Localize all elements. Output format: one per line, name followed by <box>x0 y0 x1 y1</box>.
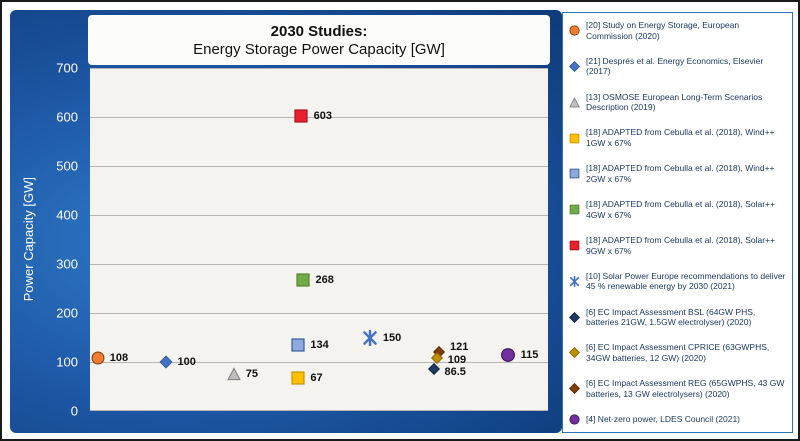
value-label-cebulla-wind-1gw: 67 <box>310 372 323 385</box>
value-label-cebulla-solar-9gw: 603 <box>313 109 332 122</box>
chart-title-line1: 2030 Studies: <box>270 22 368 40</box>
value-label-ec-ia-bsl: 86.5 <box>444 365 466 378</box>
y-axis-ticks: 0 100 200 300 400 500 600 700 <box>10 61 84 419</box>
circle-marker-icon <box>501 347 516 362</box>
value-label-ec-energy-storage-study: 108 <box>109 352 129 365</box>
legend-item-0: [20] Study on Energy Storage, European C… <box>569 20 786 41</box>
legend-item-label: [6] EC Impact Assessment REG (65GWPHS, 4… <box>586 378 785 399</box>
circle-marker-icon <box>91 351 105 365</box>
chart-title-line2: Energy Storage Power Capacity [GW] <box>193 40 445 58</box>
value-label-ec-ia-cprice: 109 <box>447 353 467 366</box>
legend-item-label: [4] Net-zero power, LDES Council (2021) <box>586 414 741 425</box>
legend-list: [20] Study on Energy Storage, European C… <box>562 12 793 433</box>
legend-item-label: [6] EC Impact Assessment BSL (64GW PHS, … <box>586 306 756 328</box>
legend-item-label: [18] ADAPTED from Cebulla et al. (2018),… <box>586 127 775 149</box>
y-tick-label-100: 100 <box>56 354 78 370</box>
legend-item-7: [10] Solar Power Europe recommendations … <box>569 271 786 292</box>
y-tick-label-500: 500 <box>56 158 78 174</box>
plot-area: 108 100 75 67 134 268 603 150 121 109 86.5 115 <box>90 68 548 411</box>
gridline-100 <box>90 362 548 363</box>
y-tick-label-700: 700 <box>56 60 78 76</box>
value-label-osmose-2019: 75 <box>245 368 259 381</box>
value-label-cebulla-solar-4gw: 268 <box>315 273 334 286</box>
y-tick-label-300: 300 <box>56 256 78 272</box>
xstar-marker-icon <box>363 329 377 346</box>
gridline-300 <box>90 264 548 265</box>
legend-item-label: [21] Després et al. Energy Economics, El… <box>586 55 764 77</box>
value-label-cebulla-wind-2gw: 134 <box>310 339 329 352</box>
legend-item-label: [10] Solar Power Europe recommendations … <box>586 270 786 292</box>
y-tick-label-400: 400 <box>56 207 78 223</box>
diamond-marker-icon <box>569 60 580 72</box>
legend-item-label: [13] OSMOSE European Long-Term Scenarios… <box>586 91 763 113</box>
y-tick-label-200: 200 <box>56 305 78 321</box>
triangle-marker-icon <box>569 96 580 108</box>
gridline-700 <box>90 68 548 69</box>
gridline-500 <box>90 166 548 167</box>
value-label-ec-ia-reg: 121 <box>449 340 469 353</box>
legend-item-2: [13] OSMOSE European Long-Term Scenarios… <box>569 92 786 113</box>
legend-item-10: [6] EC Impact Assessment REG (65GWPHS, 4… <box>569 378 786 399</box>
value-label-solar-power-europe: 150 <box>382 331 402 344</box>
legend-item-label: [18] ADAPTED from Cebulla et al. (2018),… <box>586 163 775 184</box>
diamond-marker-icon <box>569 311 580 323</box>
diamond-marker-icon <box>569 383 580 395</box>
legend-item-label: [18] ADAPTED from Cebulla et al. (2018),… <box>586 234 775 256</box>
gridline-200 <box>90 313 548 314</box>
circle-marker-icon <box>569 25 580 36</box>
diamond-marker-icon <box>569 347 580 359</box>
y-tick-label-600: 600 <box>56 109 78 125</box>
legend-item-5: [18] ADAPTED from Cebulla et al. (2018),… <box>569 199 786 220</box>
square-marker-icon <box>569 169 580 179</box>
square-marker-icon <box>291 338 305 352</box>
legend-item-11: [4] Net-zero power, LDES Council (2021) <box>569 414 786 425</box>
triangle-marker-icon <box>226 367 241 381</box>
square-marker-icon <box>569 204 580 215</box>
legend-item-3: [18] ADAPTED from Cebulla et al. (2018),… <box>569 127 786 148</box>
value-label-despres-2017: 100 <box>177 356 196 368</box>
legend-item-8: [6] EC Impact Assessment BSL (64GW PHS, … <box>569 307 786 328</box>
gridline-0 <box>90 410 548 411</box>
y-tick-label-0: 0 <box>70 403 78 419</box>
legend-item-1: [21] Després et al. Energy Economics, El… <box>569 56 786 77</box>
gridline-600 <box>90 117 548 118</box>
circle-marker-icon <box>569 414 580 425</box>
square-marker-icon <box>296 273 310 287</box>
chart-title-box: 2030 Studies: Energy Storage Power Capac… <box>88 15 550 65</box>
legend-item-label: [20] Study on Energy Storage, European C… <box>586 20 740 41</box>
diamond-marker-icon <box>430 351 443 364</box>
square-marker-icon <box>569 240 580 251</box>
legend-item-9: [6] EC Impact Assessment CPRICE (63GWPHS… <box>569 342 786 363</box>
diamond-marker-icon <box>427 362 440 375</box>
xstar-marker-icon <box>569 275 580 287</box>
square-marker-icon <box>294 108 308 123</box>
square-marker-icon <box>291 371 305 385</box>
diamond-marker-icon <box>159 355 173 369</box>
legend-item-label: [6] EC Impact Assessment CPRICE (63GWPHS… <box>586 342 770 363</box>
legend-item-4: [18] ADAPTED from Cebulla et al. (2018),… <box>569 163 786 184</box>
gridline-400 <box>90 215 548 216</box>
legend-item-label: [18] ADAPTED from Cebulla et al. (2018),… <box>586 199 775 220</box>
legend-item-6: [18] ADAPTED from Cebulla et al. (2018),… <box>569 235 786 256</box>
value-label-ldes-net-zero: 115 <box>520 348 539 361</box>
square-marker-icon <box>569 133 580 143</box>
chart-panel: 2030 Studies: Energy Storage Power Capac… <box>10 10 562 433</box>
